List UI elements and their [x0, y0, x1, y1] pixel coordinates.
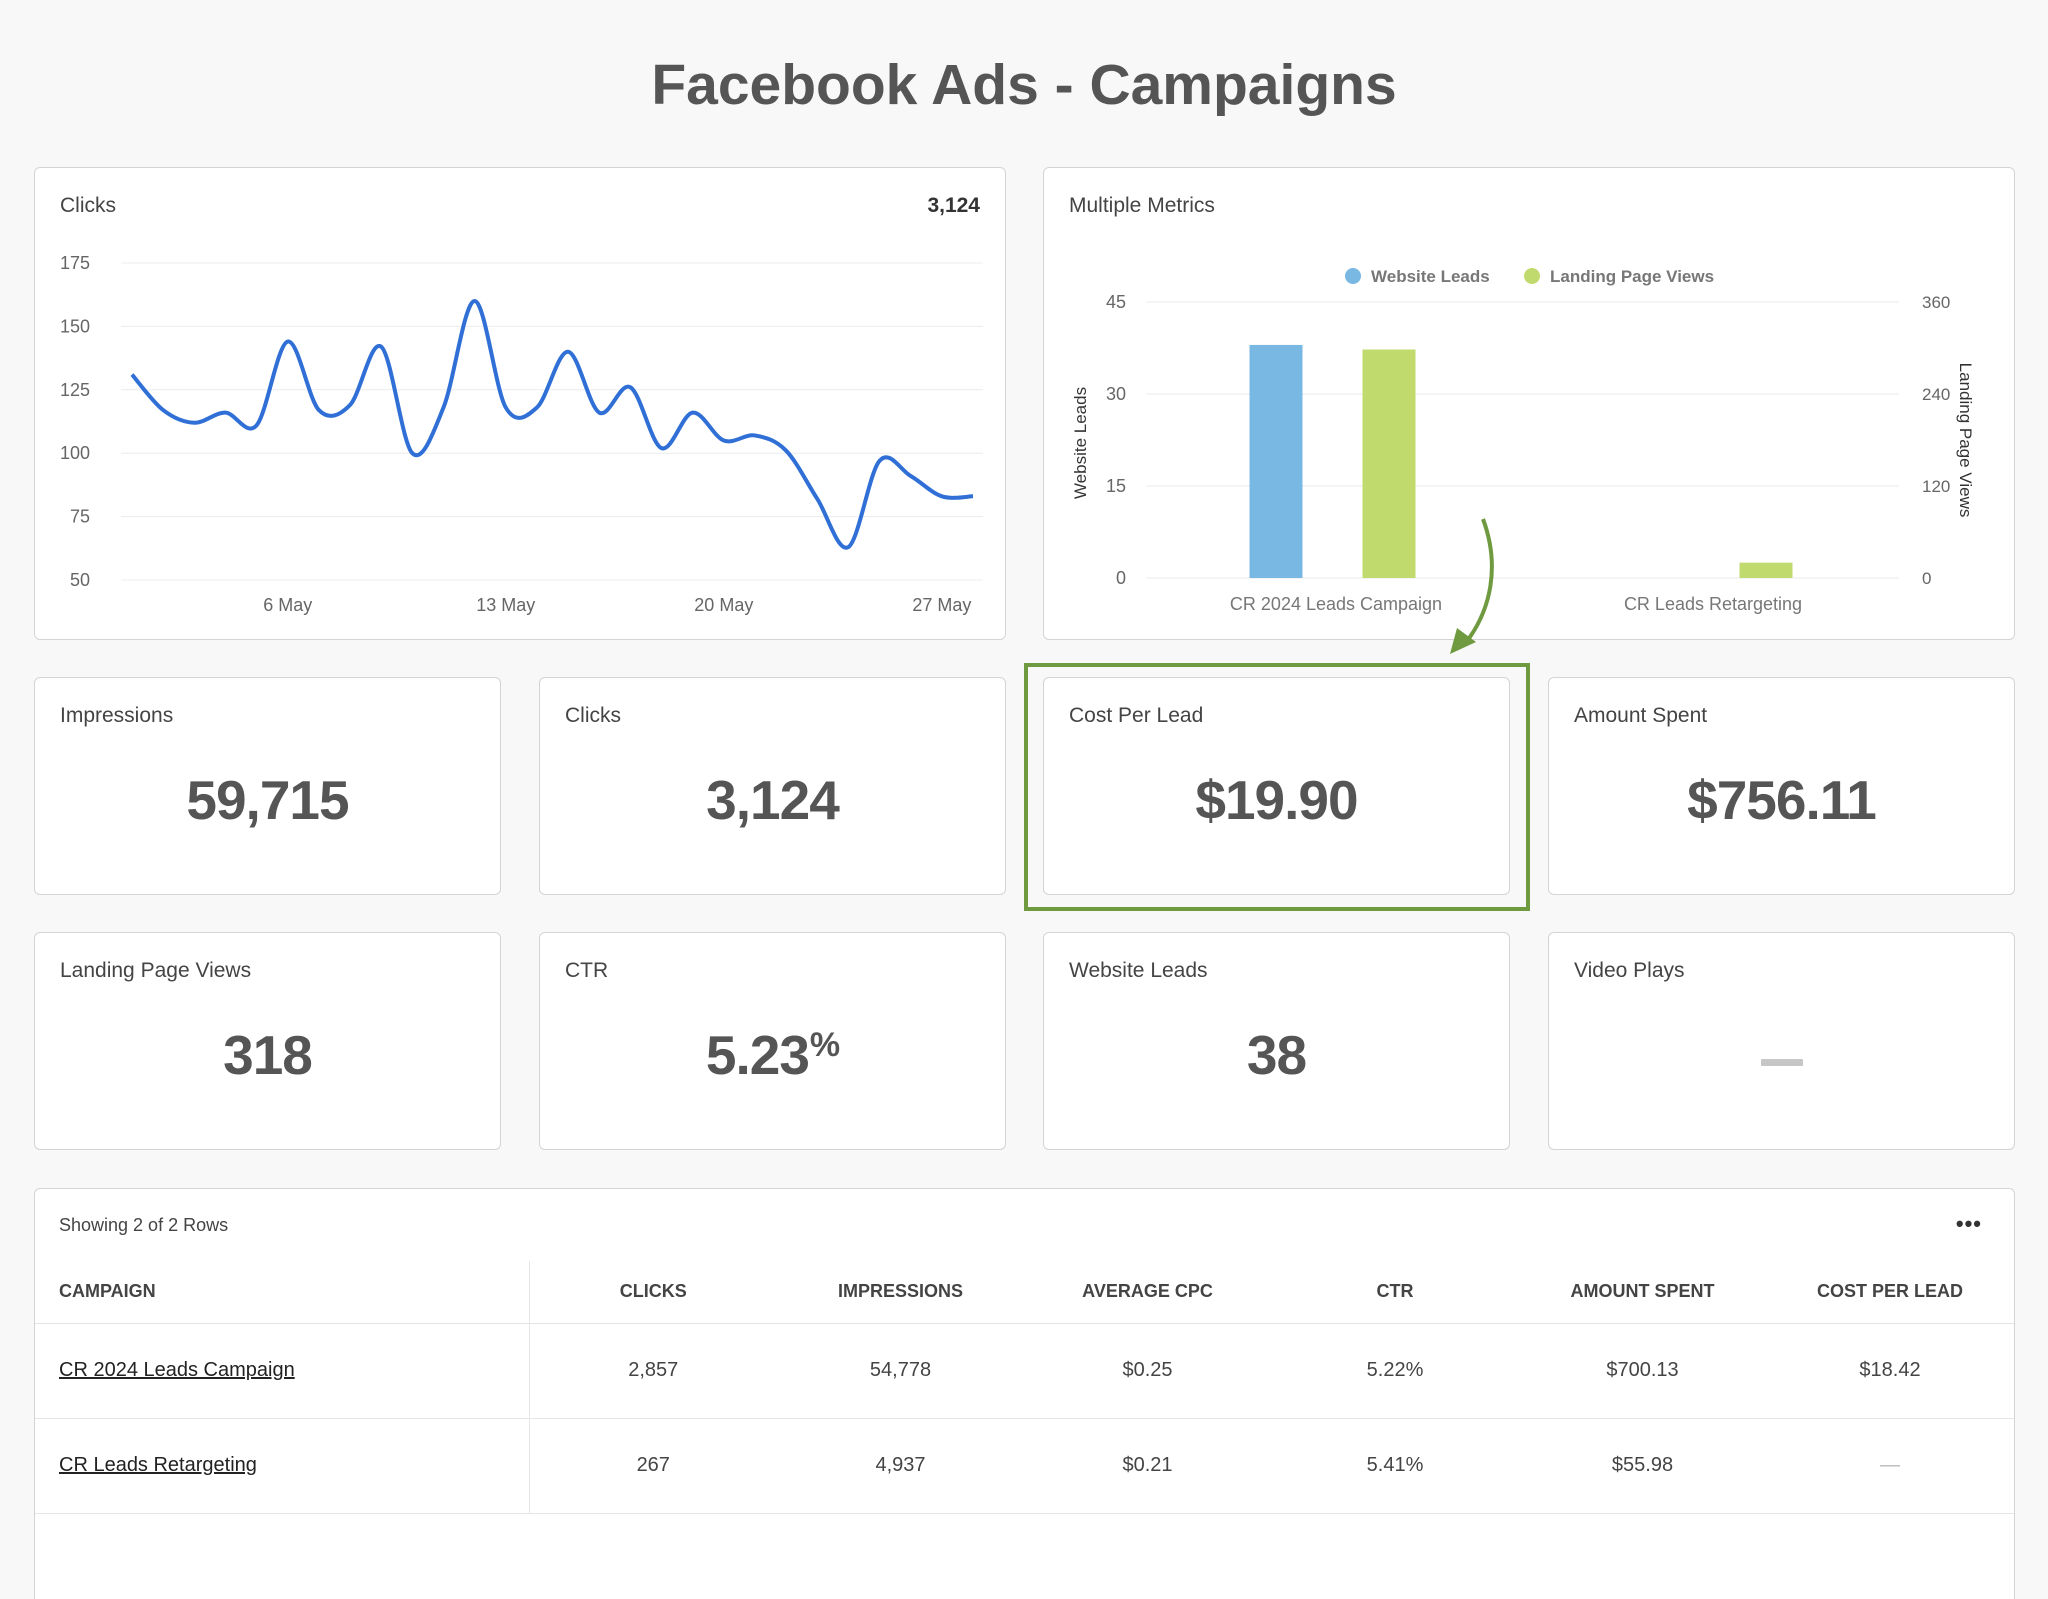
y-tick-label: 100 — [60, 443, 90, 463]
campaign-table-card: Showing 2 of 2 Rows ••• CAMPAIGN CLICKS … — [34, 1188, 2015, 1599]
y-tick-label: 125 — [60, 380, 90, 400]
annotation-arrow — [1450, 518, 1494, 654]
clicks-chart-title: Clicks — [60, 194, 116, 217]
average-cpc-cell: $0.21 — [1024, 1418, 1271, 1514]
column-header-amount-spent[interactable]: AMOUNT SPENT — [1519, 1261, 1766, 1324]
bar-landing-page-views — [1739, 562, 1793, 578]
column-header-cost-per-lead[interactable]: COST PER LEAD — [1766, 1261, 2014, 1324]
y-tick-label: 175 — [60, 253, 90, 273]
kpi-card-impressions: Impressions 59,715 — [34, 677, 501, 895]
right-axis-tick-label: 120 — [1922, 477, 1950, 496]
highlight-box — [1024, 663, 1530, 911]
legend-label: Landing Page Views — [1550, 267, 1714, 286]
column-header-ctr[interactable]: CTR — [1271, 1261, 1519, 1324]
x-tick-label: 13 May — [476, 595, 535, 615]
clicks-line-chart: 175 150 125 100 75 50 6 May 13 May 20 May 27 May — [60, 253, 983, 615]
clicks-chart-total: 3,124 — [927, 194, 980, 217]
kpi-title: Clicks — [565, 704, 621, 727]
left-axis-tick-label: 15 — [1106, 476, 1126, 496]
bar-website-leads — [1249, 344, 1303, 578]
left-axis-tick-label: 0 — [1116, 568, 1126, 588]
clicks-cell: 2,857 — [529, 1323, 777, 1419]
y-tick-label: 50 — [70, 570, 90, 590]
left-axis-tick-label: 45 — [1106, 292, 1126, 312]
y-tick-label: 75 — [70, 507, 90, 527]
page-title: Facebook Ads - Campaigns — [651, 53, 1397, 117]
column-header-clicks[interactable]: CLICKS — [529, 1261, 777, 1324]
legend-marker — [1345, 268, 1361, 284]
left-axis-tick-label: 30 — [1106, 384, 1126, 404]
percent-sign: % — [809, 1026, 840, 1064]
kpi-value: 318 — [223, 1024, 313, 1086]
clicks-series-line — [130, 299, 974, 550]
kpi-number: 5.23 — [705, 1024, 810, 1086]
cost-per-lead-cell: $18.42 — [1766, 1323, 2014, 1419]
kpi-card-clicks: Clicks 3,124 — [539, 677, 1006, 895]
kpi-card-website-leads: Website Leads 38 — [1043, 932, 1510, 1150]
impressions-cell: 4,937 — [777, 1418, 1024, 1514]
campaign-table: CAMPAIGN CLICKS IMPRESSIONS AVERAGE CPC … — [35, 1261, 2014, 1514]
kpi-title: Website Leads — [1069, 959, 1208, 982]
right-axis-tick-label: 360 — [1922, 293, 1950, 312]
ctr-cell: 5.22% — [1271, 1323, 1519, 1419]
impressions-cell: 54,778 — [777, 1323, 1024, 1419]
kpi-title: CTR — [565, 959, 609, 982]
column-header-impressions[interactable]: IMPRESSIONS — [777, 1261, 1024, 1324]
kpi-title: Cost Per Lead — [1069, 704, 1204, 727]
more-horizontal-icon[interactable]: ••• — [1955, 1211, 1982, 1236]
right-axis-tick-label: 240 — [1922, 385, 1950, 404]
campaign-cell: CR 2024 Leads Campaign — [35, 1323, 530, 1419]
kpi-card-cost-per-lead: Cost Per Lead $19.90 — [1043, 677, 1510, 895]
kpi-value: 38 — [1246, 1024, 1307, 1086]
kpi-title: Landing Page Views — [60, 959, 252, 982]
multiple-metrics-title: Multiple Metrics — [1069, 194, 1215, 217]
multiple-metrics-card: Multiple Metrics 45 30 15 0 360 240 120 0 Websit… — [1043, 167, 2015, 640]
ctr-cell: 5.41% — [1271, 1418, 1519, 1514]
kpi-title: Amount Spent — [1574, 704, 1708, 727]
table-row: CR Leads Retargeting 267 4,937 $0.21 5.4… — [35, 1418, 2014, 1514]
clicks-cell: 267 — [529, 1418, 777, 1514]
kpi-card-ctr: CTR 5.23% — [539, 932, 1006, 1150]
kpi-value: 5.23% — [540, 1023, 1005, 1087]
category-label: CR Leads Retargeting — [1624, 594, 1802, 614]
kpi-value: $19.90 — [1195, 769, 1358, 831]
x-tick-label: 27 May — [912, 595, 971, 615]
amount-spent-cell: $700.13 — [1519, 1323, 1766, 1419]
kpi-value: 3,124 — [706, 769, 840, 831]
clicks-chart-card: Clicks 3,124 175 150 125 100 75 50 6 May 13 May… — [34, 167, 1006, 640]
y-tick-label: 150 — [60, 316, 90, 336]
kpi-card-video-plays: Video Plays — [1548, 932, 2015, 1150]
x-tick-label: 20 May — [694, 595, 753, 615]
table-row: CR 2024 Leads Campaign 2,857 54,778 $0.2… — [35, 1323, 2014, 1419]
average-cpc-cell: $0.25 — [1024, 1323, 1271, 1419]
no-data-dash — [1760, 1059, 1803, 1066]
table-header-row: CAMPAIGN CLICKS IMPRESSIONS AVERAGE CPC … — [35, 1261, 2014, 1324]
legend-marker — [1524, 268, 1540, 284]
kpi-value: 59,715 — [186, 769, 349, 831]
column-header-campaign[interactable]: CAMPAIGN — [35, 1261, 530, 1324]
bar-landing-page-views — [1362, 349, 1416, 578]
campaign-cell: CR Leads Retargeting — [35, 1418, 530, 1514]
campaign-link[interactable]: CR Leads Retargeting — [59, 1454, 257, 1476]
column-header-average-cpc[interactable]: AVERAGE CPC — [1024, 1261, 1271, 1324]
cost-per-lead-cell: — — [1766, 1418, 2014, 1514]
kpi-card-landing-page-views: Landing Page Views 318 — [34, 932, 501, 1150]
x-tick-label: 6 May — [263, 595, 312, 615]
amount-spent-cell: $55.98 — [1519, 1418, 1766, 1514]
left-axis-label: Website Leads — [1071, 387, 1090, 499]
multiple-metrics-bar-chart: 45 30 15 0 360 240 120 0 Website Leads Landing Pa… — [1071, 267, 1975, 614]
kpi-title: Video Plays — [1574, 959, 1685, 982]
table-row-count: Showing 2 of 2 Rows — [59, 1215, 229, 1235]
legend-label: Website Leads — [1371, 267, 1490, 286]
category-label: CR 2024 Leads Campaign — [1230, 594, 1442, 614]
kpi-card-amount-spent: Amount Spent $756.11 — [1548, 677, 2015, 895]
campaign-link[interactable]: CR 2024 Leads Campaign — [59, 1359, 295, 1381]
right-axis-label: Landing Page Views — [1956, 363, 1975, 518]
kpi-value: $756.11 — [1687, 769, 1877, 831]
kpi-title: Impressions — [60, 704, 174, 727]
right-axis-tick-label: 0 — [1922, 569, 1931, 588]
